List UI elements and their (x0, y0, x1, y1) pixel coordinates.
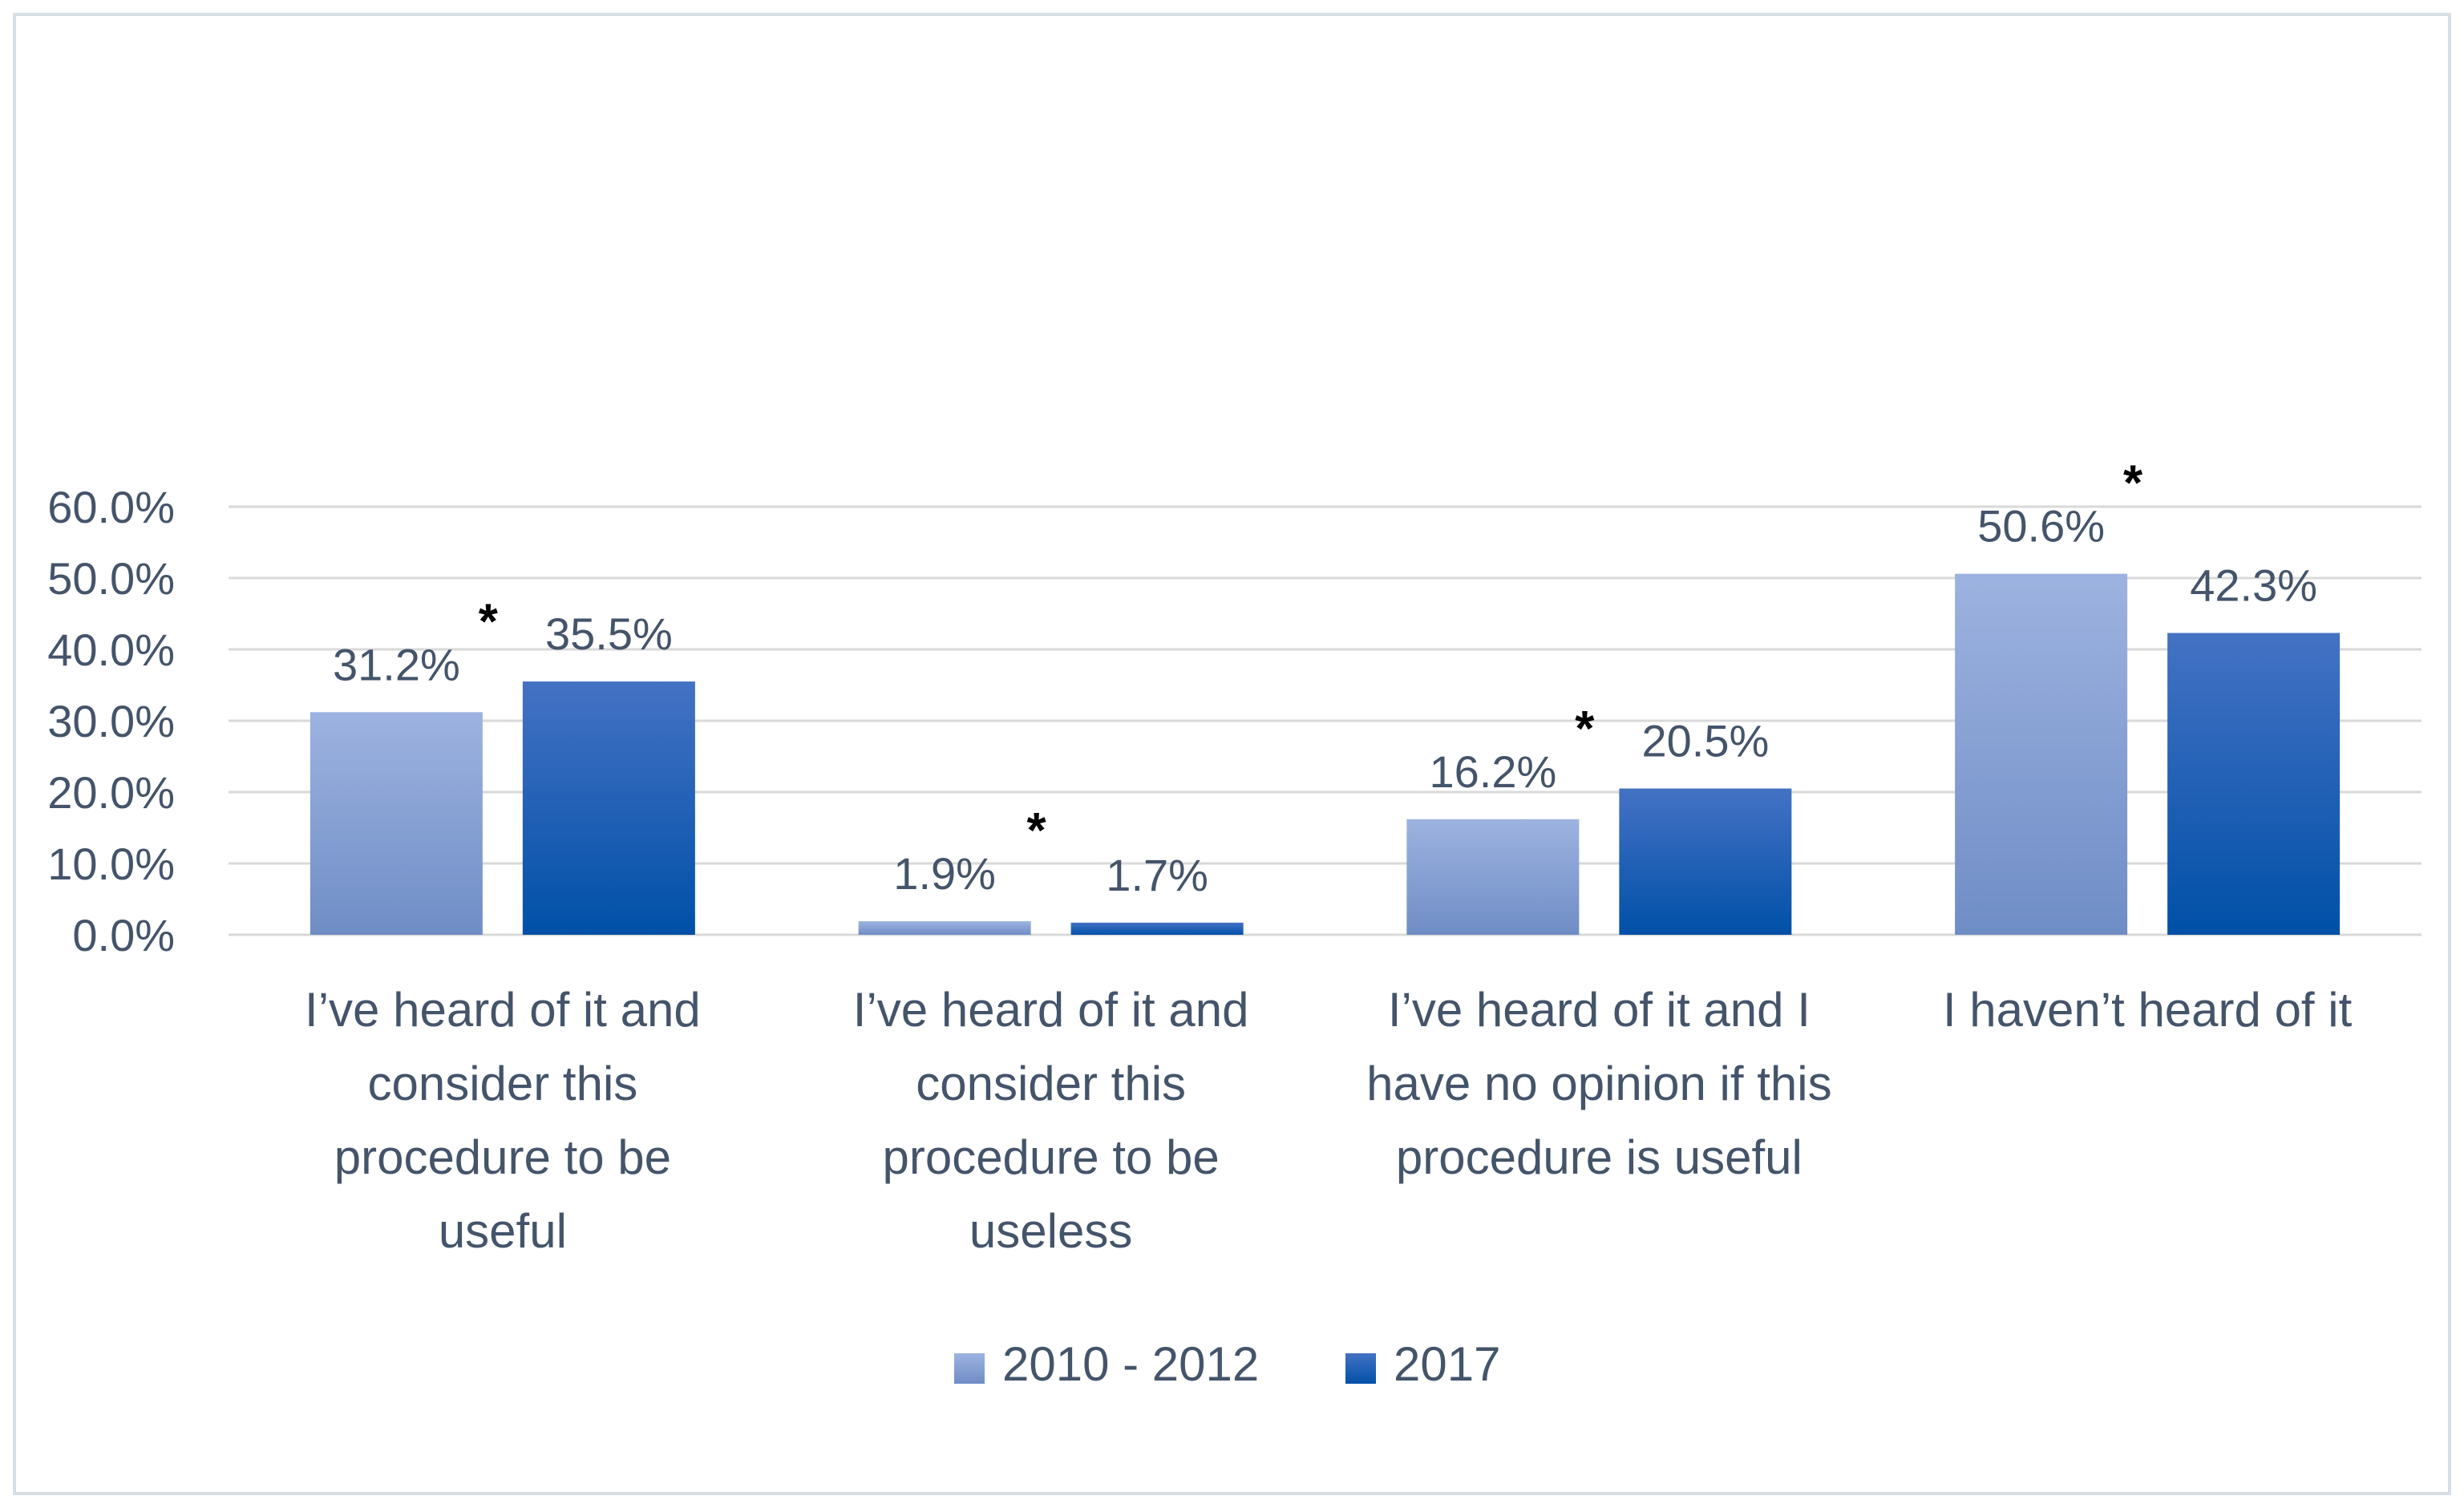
legend-swatch (1345, 1353, 1376, 1384)
y-tick-label: 50.0% (47, 553, 175, 604)
significance-marker: * (479, 594, 499, 649)
data-label: 50.6% (1977, 501, 2105, 552)
bar (1619, 788, 1792, 935)
data-label: 1.9% (893, 848, 996, 899)
category-label: I haven’t heard of it (1943, 983, 2353, 1037)
category-label: I’ve heard of it and consider this procedu… (853, 983, 1249, 1258)
data-label: 42.3% (2190, 560, 2317, 611)
bar (1070, 922, 1244, 935)
bar (2167, 633, 2341, 935)
significance-marker: * (1575, 701, 1595, 757)
data-label: 35.5% (545, 608, 673, 659)
bar (1955, 573, 2128, 935)
data-label: 16.2% (1429, 746, 1556, 797)
y-tick-label: 10.0% (47, 839, 175, 889)
data-label: 1.7% (1106, 850, 1208, 900)
legend-swatch (954, 1353, 985, 1384)
legend-label: 2010 - 2012 (1002, 1337, 1259, 1391)
y-tick-label: 60.0% (47, 482, 175, 532)
bar (1406, 819, 1580, 935)
y-tick-label: 20.0% (47, 767, 175, 818)
bar (310, 712, 483, 935)
y-tick-label: 40.0% (47, 625, 175, 675)
y-tick-label: 30.0% (47, 696, 175, 746)
data-label: 20.5% (1641, 716, 1769, 766)
significance-marker: * (1027, 803, 1047, 859)
significance-marker: * (2123, 456, 2143, 511)
bar (858, 921, 1031, 935)
data-label: 31.2% (333, 639, 460, 689)
legend-label: 2017 (1394, 1337, 1500, 1391)
category-label: I’ve heard of it and consider this procedu… (305, 983, 701, 1258)
bar (522, 681, 695, 935)
y-tick-label: 0.0% (72, 910, 175, 960)
